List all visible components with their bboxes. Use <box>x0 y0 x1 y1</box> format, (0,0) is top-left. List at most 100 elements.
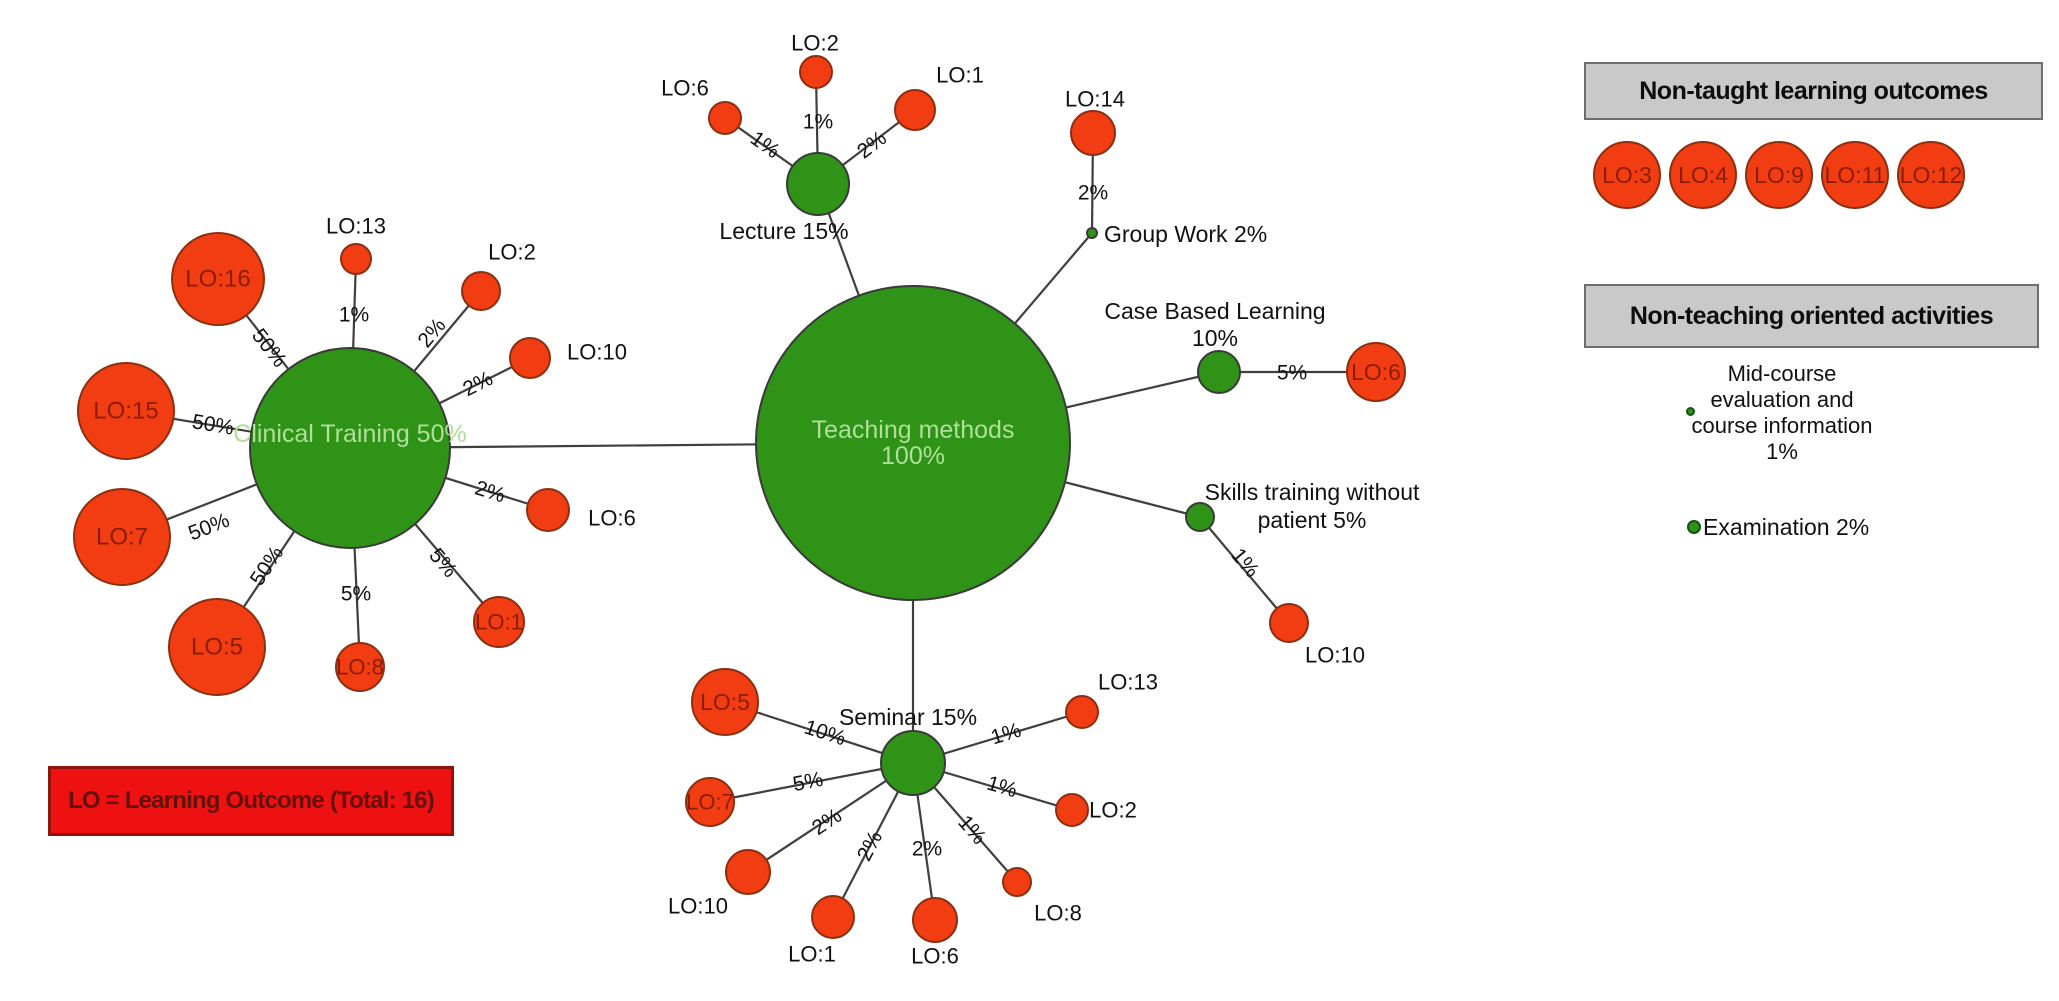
midcourse-label-line: evaluation and <box>1710 387 1854 412</box>
node-label-clinical-lo6: LO:6 <box>588 506 636 531</box>
midcourse-label-line: 1% <box>1766 439 1798 464</box>
node-skills-lo10 <box>1269 603 1309 643</box>
examination-item: Examination 2% <box>1687 514 1869 540</box>
edge-seminar-seminar-lo7 <box>709 761 914 804</box>
midcourse-evaluation-label: Mid-course evaluation and course informati… <box>1671 361 1893 465</box>
edge-label-skills-training-skills-lo10: 1% <box>1226 544 1263 582</box>
edge-label-clinical-training-clinical-lo6: 2% <box>472 476 508 507</box>
node-label-clinical-lo2: LO:2 <box>488 240 536 265</box>
edge-label-clinical-training-clinical-lo8: 5% <box>341 583 371 606</box>
node-clinical-lo5 <box>168 598 266 696</box>
node-label-seminar-lo13: LO:13 <box>1098 670 1158 695</box>
lo-legend-box: LO = Learning Outcome (Total: 16) <box>48 766 454 836</box>
non-taught-outcome-circle: LO:3 <box>1593 141 1661 209</box>
node-lecture-lo1 <box>894 89 936 131</box>
edge-label-seminar-seminar-lo7: 5% <box>791 768 825 796</box>
node-group-work <box>1086 227 1098 239</box>
node-seminar <box>880 730 946 796</box>
edge-label-clinical-training-clinical-lo7: 50% <box>185 509 233 546</box>
examination-dot-icon <box>1687 520 1701 534</box>
node-label-lecture-lo1: LO:1 <box>936 63 984 88</box>
node-lecture <box>786 152 850 216</box>
edge-label-seminar-seminar-lo1: 2% <box>853 827 887 865</box>
edge-label-clinical-training-clinical-lo13: 1% <box>339 304 369 327</box>
non-taught-outcome-circle: LO:12 <box>1897 141 1965 209</box>
examination-label: Examination 2% <box>1703 513 1870 540</box>
node-label-seminar-lo10: LO:10 <box>668 894 728 919</box>
node-label-case-based-learning: 10% <box>1192 325 1238 351</box>
midcourse-dot-icon <box>1686 407 1695 416</box>
edge-label-case-based-learning-case-lo6: 5% <box>1277 362 1307 385</box>
edge-label-lecture-lecture-lo6: 1% <box>746 127 784 163</box>
node-label-seminar-lo1: LO:1 <box>788 942 836 967</box>
node-clinical-lo10 <box>509 337 551 379</box>
edge-label-seminar-seminar-lo13: 1% <box>988 719 1024 750</box>
node-label-seminar-lo6: LO:6 <box>911 944 959 969</box>
node-label-seminar: Seminar 15% <box>839 704 977 730</box>
node-clinical-lo7 <box>73 488 171 586</box>
edge-label-clinical-training-clinical-lo15: 50% <box>190 410 235 440</box>
node-label-clinical-lo16: LO:16 <box>185 266 250 293</box>
node-label-group-work: Group Work 2% <box>1104 221 1267 247</box>
edge-label-group-work-lo14: 2% <box>1078 182 1108 205</box>
node-case-based-learning <box>1197 350 1241 394</box>
node-label-clinical-lo15: LO:15 <box>93 398 158 425</box>
node-label-seminar-lo5: LO:5 <box>700 689 750 715</box>
node-clinical-lo2 <box>461 271 501 311</box>
node-clinical-lo1 <box>473 596 525 648</box>
node-label-lecture-lo2: LO:2 <box>791 31 839 56</box>
non-taught-outcomes-row: LO:3 LO:4 LO:9 LO:11 LO:12 <box>1593 141 1965 209</box>
edge-label-clinical-training-clinical-lo10: 2% <box>459 367 496 401</box>
node-lo14 <box>1070 110 1116 156</box>
node-label-skills-training: patient 5% <box>1258 507 1367 533</box>
non-taught-outcome-circle: LO:9 <box>1745 141 1813 209</box>
node-skills-training <box>1185 502 1215 532</box>
non-taught-panel-title: Non-taught learning outcomes <box>1639 76 1988 105</box>
node-label-lo14: LO:14 <box>1065 87 1125 112</box>
edge-label-seminar-seminar-lo6: 2% <box>912 838 942 861</box>
node-seminar-lo8 <box>1002 867 1032 897</box>
node-label-clinical-lo8: LO:8 <box>336 655 384 680</box>
node-seminar-lo13 <box>1065 695 1099 729</box>
edge-label-seminar-seminar-lo10: 2% <box>808 804 846 840</box>
non-taught-outcome-circle: LO:4 <box>1669 141 1737 209</box>
non-teaching-panel-header: Non-teaching oriented activities <box>1584 284 2039 348</box>
node-label-seminar-lo2: LO:2 <box>1089 798 1137 823</box>
node-seminar-lo6 <box>912 897 958 943</box>
node-label-seminar-lo7: LO:7 <box>686 790 734 815</box>
node-lecture-lo2 <box>799 55 833 89</box>
node-label-clinical-training: Clinical Training 50% <box>233 420 466 448</box>
node-label-lecture-lo6: LO:6 <box>661 76 709 101</box>
node-label-teaching-methods: Teaching methods <box>812 416 1015 444</box>
node-label-case-based-learning: Case Based Learning <box>1104 298 1325 324</box>
node-case-lo6 <box>1346 342 1406 402</box>
node-teaching-methods <box>755 285 1071 601</box>
node-clinical-lo13 <box>340 243 372 275</box>
node-label-clinical-lo5: LO:5 <box>191 634 243 661</box>
node-seminar-lo2 <box>1055 793 1089 827</box>
node-label-case-lo6: LO:6 <box>1351 359 1401 385</box>
node-seminar-lo10 <box>725 849 771 895</box>
node-clinical-lo8 <box>335 642 385 692</box>
node-seminar-lo7 <box>685 777 735 827</box>
node-label-clinical-lo7: LO:7 <box>96 524 148 551</box>
non-taught-panel-header: Non-taught learning outcomes <box>1584 62 2043 120</box>
edge-label-clinical-training-clinical-lo1: 5% <box>424 544 461 582</box>
node-label-skills-training: Skills training without <box>1205 479 1420 505</box>
node-label-teaching-methods: 100% <box>881 442 945 470</box>
node-label-clinical-lo10: LO:10 <box>567 340 627 365</box>
non-taught-outcome-circle: LO:11 <box>1821 141 1889 209</box>
edge-skills-training-skills-lo10 <box>1199 516 1290 624</box>
node-label-skills-lo10: LO:10 <box>1305 643 1365 668</box>
node-seminar-lo1 <box>811 895 855 939</box>
node-seminar-lo5 <box>691 668 759 736</box>
node-lecture-lo6 <box>708 101 742 135</box>
node-clinical-lo16 <box>171 232 265 326</box>
node-label-clinical-lo1: LO:1 <box>475 610 523 635</box>
lo-legend-label: LO = Learning Outcome (Total: 16) <box>68 787 435 814</box>
node-clinical-lo15 <box>77 362 175 460</box>
edge-label-lecture-lecture-lo2: 1% <box>803 111 833 134</box>
midcourse-label-line: Mid-course <box>1727 361 1837 386</box>
node-clinical-training <box>249 347 451 549</box>
